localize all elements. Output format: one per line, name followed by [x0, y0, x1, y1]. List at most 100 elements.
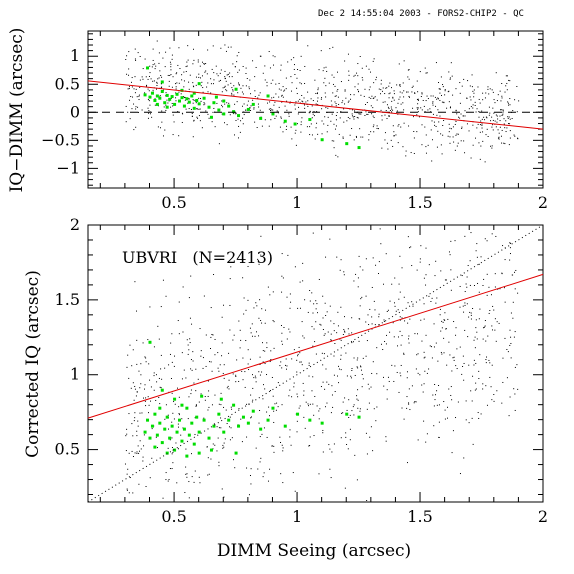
- data-point: [199, 108, 201, 110]
- data-point: [231, 76, 233, 78]
- data-point: [167, 447, 169, 449]
- data-point: [504, 287, 506, 289]
- data-point: [372, 450, 374, 452]
- data-point: [238, 51, 240, 53]
- data-point: [438, 437, 440, 439]
- data-point: [154, 63, 156, 65]
- highlight-point: [296, 412, 300, 416]
- data-point: [181, 79, 183, 81]
- data-point: [476, 256, 478, 258]
- data-point: [259, 299, 261, 301]
- data-point: [178, 301, 180, 303]
- data-point: [269, 294, 271, 296]
- data-point: [211, 404, 213, 406]
- data-point: [285, 128, 287, 130]
- data-point: [282, 131, 284, 133]
- highlight-point: [143, 430, 147, 434]
- data-point: [354, 86, 356, 88]
- highlight-point: [234, 87, 238, 91]
- data-point: [456, 133, 458, 135]
- data-point: [205, 63, 207, 65]
- data-point: [337, 89, 339, 91]
- data-point: [459, 102, 461, 104]
- data-point: [373, 97, 375, 99]
- data-point: [380, 93, 382, 95]
- data-point: [337, 96, 339, 98]
- data-point: [404, 320, 406, 322]
- data-point: [252, 99, 254, 101]
- data-point: [308, 364, 310, 366]
- data-point: [240, 418, 242, 420]
- data-point: [138, 370, 140, 372]
- data-point: [485, 362, 487, 364]
- highlight-point: [345, 142, 349, 146]
- data-point: [195, 404, 197, 406]
- data-point: [408, 335, 410, 337]
- data-point: [371, 372, 373, 374]
- data-point: [481, 127, 483, 129]
- data-point: [222, 87, 224, 89]
- data-point: [326, 311, 328, 313]
- data-point: [136, 451, 138, 453]
- data-point: [230, 406, 232, 408]
- data-point: [167, 102, 169, 104]
- data-point: [134, 417, 136, 419]
- data-point: [169, 75, 171, 77]
- data-point: [483, 116, 485, 118]
- top-y-axis-label: IQ−DIMM (arcsec): [7, 28, 27, 193]
- data-point: [414, 92, 416, 94]
- y-tick-label: 0.5: [55, 74, 80, 93]
- data-point: [142, 460, 144, 462]
- data-point: [299, 405, 301, 407]
- data-point: [494, 102, 496, 104]
- data-point: [407, 91, 409, 93]
- data-point: [368, 96, 370, 98]
- data-point: [370, 386, 372, 388]
- data-point: [407, 236, 409, 238]
- data-point: [161, 121, 163, 123]
- data-point: [212, 443, 214, 445]
- data-point: [450, 62, 452, 64]
- data-point: [139, 412, 141, 414]
- data-point: [340, 369, 342, 371]
- data-point: [357, 407, 359, 409]
- data-point: [198, 476, 200, 478]
- data-point: [192, 360, 194, 362]
- data-point: [359, 55, 361, 57]
- data-point: [147, 107, 149, 109]
- data-point: [184, 96, 186, 98]
- data-point: [448, 131, 450, 133]
- data-point: [212, 83, 214, 85]
- data-point: [367, 113, 369, 115]
- data-point: [386, 310, 388, 312]
- data-point: [229, 416, 231, 418]
- data-point: [450, 394, 452, 396]
- data-point: [382, 349, 384, 351]
- data-point: [356, 72, 358, 74]
- data-point: [128, 413, 130, 415]
- data-point: [138, 95, 140, 97]
- data-point: [369, 308, 371, 310]
- highlight-point: [259, 116, 263, 120]
- data-point: [328, 444, 330, 446]
- data-point: [181, 74, 183, 76]
- data-point: [149, 65, 151, 67]
- data-point: [223, 442, 225, 444]
- data-point: [135, 59, 137, 61]
- data-point: [309, 300, 311, 302]
- data-point: [342, 333, 344, 335]
- highlight-point: [178, 418, 181, 422]
- data-point: [140, 383, 142, 385]
- data-point: [441, 353, 443, 355]
- data-point: [459, 117, 461, 119]
- data-point: [133, 103, 135, 105]
- data-point: [159, 127, 161, 129]
- data-point: [178, 91, 180, 93]
- data-point: [498, 132, 500, 134]
- highlight-point: [146, 418, 150, 422]
- data-point: [373, 117, 375, 119]
- data-point: [343, 271, 345, 273]
- data-point: [461, 85, 463, 87]
- data-point: [340, 111, 342, 113]
- highlight-point: [200, 394, 204, 398]
